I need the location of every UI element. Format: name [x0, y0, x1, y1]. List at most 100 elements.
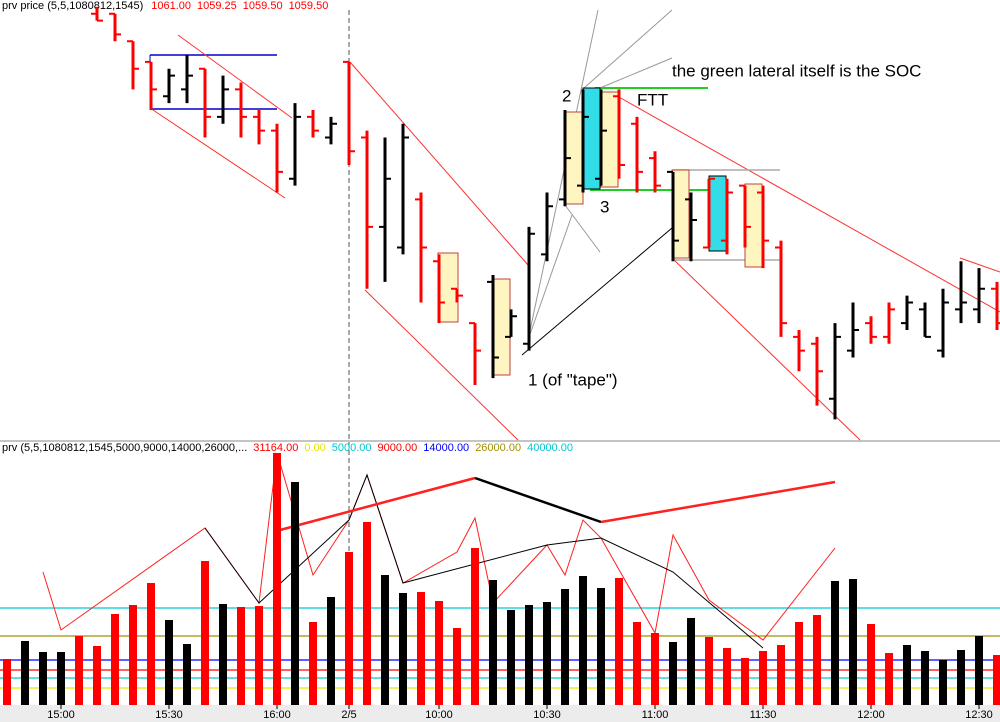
volume-bar [327, 597, 335, 705]
level-label: 26000.00 [475, 442, 521, 454]
channel-line [149, 107, 286, 199]
volume-bar [273, 453, 281, 705]
volume-bar [903, 645, 911, 705]
highlight-box [582, 87, 601, 190]
highlight-box [600, 91, 619, 188]
level-label: 9000.00 [378, 442, 418, 454]
volume-bar [543, 602, 551, 705]
channel-line [364, 289, 519, 441]
volume-bar [813, 615, 821, 705]
annotation-lines [149, 9, 1000, 441]
volume-bar [75, 636, 83, 705]
highlight-box [671, 169, 690, 259]
x-tick-label: 11:00 [642, 709, 669, 721]
channel-line [959, 257, 1000, 273]
fan-line [599, 57, 673, 89]
last-value: 1059.50 [289, 0, 329, 12]
x-tick-label: 15:30 [155, 709, 183, 721]
x-tick-label: 16:00 [263, 709, 291, 721]
wave-trend [474, 476, 602, 524]
fan-line [527, 214, 573, 341]
volume-bar [93, 646, 101, 705]
x-tick-label: 15:00 [47, 709, 75, 721]
price-title: prv price (5,5,1080812,1545) [2, 0, 143, 12]
level-label: 0.00 [304, 442, 325, 454]
volume-bar [111, 614, 119, 705]
volume-bar [381, 575, 389, 705]
wave-trend [600, 480, 836, 524]
x-tick-label: 12:30 [965, 709, 993, 721]
volume-bar [237, 607, 245, 705]
volume-bar [651, 633, 659, 705]
volume-bar [975, 636, 983, 705]
volume-bar [219, 604, 227, 705]
volume-bar [489, 580, 497, 705]
x-tick-label: 10:00 [425, 709, 453, 721]
wave-lines [42, 452, 836, 649]
volume-bar [435, 601, 443, 705]
volume-bar [417, 592, 425, 705]
time-axis [0, 705, 1000, 722]
volume-bar [345, 552, 353, 705]
trend-line [521, 227, 673, 356]
x-tick-label: 12:00 [857, 709, 885, 721]
x-tick-label: 11:30 [750, 709, 777, 721]
volume-bar [39, 652, 47, 705]
level-label: 40000.00 [527, 442, 573, 454]
volume-title: prv (5,5,1080812,1545,5000,9000,14000,26… [2, 442, 247, 454]
highlight-box [437, 252, 459, 323]
volume-bar [705, 637, 713, 705]
volume-bar [471, 548, 479, 705]
volume-bar [453, 628, 461, 705]
volume-bar [183, 644, 191, 705]
volume-bar [795, 622, 803, 705]
volume-bar [759, 651, 767, 705]
volume-bar [723, 648, 731, 705]
volume-bar [147, 583, 155, 705]
volume-bar [867, 624, 875, 705]
channel-line [609, 91, 1000, 313]
level-label: 5000.00 [332, 442, 372, 454]
channel-line [671, 257, 861, 441]
fan-line [564, 204, 601, 253]
volume-bar [993, 655, 1000, 705]
volume-bar [777, 645, 785, 705]
volume-bar [309, 622, 317, 705]
x-tick-label: 10:30 [533, 709, 561, 721]
level-label: 14000.00 [423, 442, 469, 454]
volume-bar [669, 642, 677, 705]
volume-bar [939, 660, 947, 705]
fan-line [527, 9, 599, 341]
volume-bar [831, 581, 839, 705]
volume-bar [615, 578, 623, 705]
volume-bar [885, 653, 893, 705]
annotation: 1 (of "tape") [528, 370, 618, 389]
x-tick-label: 2/5 [341, 709, 356, 721]
volume-bar [129, 605, 137, 705]
volume-bar [399, 593, 407, 705]
volume-bar [525, 605, 533, 705]
wave-trend [279, 476, 476, 532]
volume-bar [165, 620, 173, 705]
highlight-box [491, 278, 511, 376]
fan-line [583, 9, 673, 89]
channel-line [177, 34, 293, 119]
annotation: 3 [600, 197, 609, 216]
volume-bar [741, 658, 749, 705]
wave-line [204, 473, 764, 649]
volume-bar [633, 622, 641, 705]
volume-bar [957, 650, 965, 705]
annotation: FTT [637, 90, 668, 109]
volume-bar [579, 576, 587, 705]
volume-bar [363, 522, 371, 705]
last-value: 1061.00 [151, 0, 191, 12]
last-value: 31164.00 [253, 442, 298, 454]
annotation: the green lateral itself is the SOC [672, 61, 921, 80]
volume-bar [21, 641, 29, 705]
volume-bar [561, 589, 569, 705]
volume-bar [201, 561, 209, 705]
volume-bar [507, 610, 515, 705]
annotation: 2 [562, 86, 571, 105]
volume-bar [255, 606, 263, 705]
